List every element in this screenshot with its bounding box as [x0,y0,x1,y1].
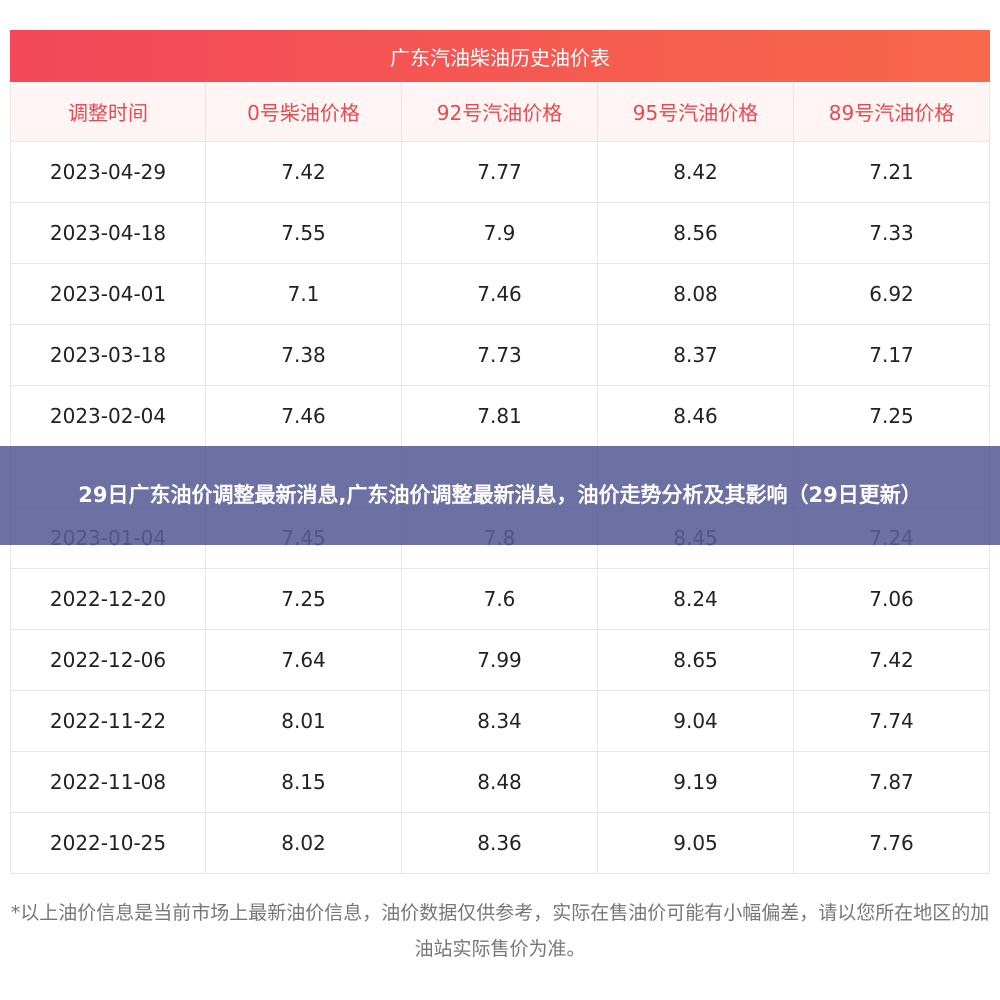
table-cell: 7.87 [794,752,990,813]
table-cell: 8.36 [402,813,598,874]
table-cell: 7.25 [206,569,402,630]
table-cell: 7.46 [402,264,598,325]
table-title: 广东汽油柴油历史油价表 [10,30,990,82]
table-cell: 2023-02-04 [10,386,206,447]
table-cell: 7.74 [794,691,990,752]
header-cell: 95号汽油价格 [598,82,794,142]
table-cell: 2023-04-29 [10,142,206,203]
table-cell: 8.08 [598,264,794,325]
table-cell: 7.17 [794,325,990,386]
table-cell: 8.56 [598,203,794,264]
table-cell: 2022-12-06 [10,630,206,691]
table-cell: 7.64 [206,630,402,691]
table-cell: 7.25 [794,386,990,447]
table-cell: 7.77 [402,142,598,203]
table-cell: 2023-04-18 [10,203,206,264]
table-cell: 7.33 [794,203,990,264]
table-cell: 7.21 [794,142,990,203]
header-cell: 调整时间 [10,82,206,142]
table-cell: 2023-03-18 [10,325,206,386]
table-cell: 6.92 [794,264,990,325]
table-cell: 8.42 [598,142,794,203]
table-cell: 2022-10-25 [10,813,206,874]
table-cell: 7.42 [206,142,402,203]
table-cell: 8.37 [598,325,794,386]
table-cell: 7.99 [402,630,598,691]
table-cell: 8.48 [402,752,598,813]
headline-banner: 29日广东油价调整最新消息,广东油价调整最新消息，油价走势分析及其影响（29日更… [0,446,1000,545]
table-cell: 8.34 [402,691,598,752]
table-cell: 8.01 [206,691,402,752]
table-cell: 9.04 [598,691,794,752]
table-cell: 9.19 [598,752,794,813]
table-cell: 7.81 [402,386,598,447]
table-cell: 2022-12-20 [10,569,206,630]
table-cell: 2022-11-08 [10,752,206,813]
table-cell: 7.55 [206,203,402,264]
table-cell: 2022-11-22 [10,691,206,752]
table-cell: 8.02 [206,813,402,874]
table-cell: 7.42 [794,630,990,691]
footnote: *以上油价信息是当前市场上最新油价信息，油价数据仅供参考，实际在售油价可能有小幅… [10,902,990,960]
table-cell: 7.06 [794,569,990,630]
table-cell: 7.76 [794,813,990,874]
table-cell: 2023-04-01 [10,264,206,325]
table-cell: 7.46 [206,386,402,447]
table-cell: 8.65 [598,630,794,691]
table-cell: 7.9 [402,203,598,264]
table-cell: 7.1 [206,264,402,325]
table-cell: 7.38 [206,325,402,386]
header-cell: 92号汽油价格 [402,82,598,142]
header-cell: 89号汽油价格 [794,82,990,142]
table-cell: 9.05 [598,813,794,874]
table-cell: 7.6 [402,569,598,630]
table-cell: 8.24 [598,569,794,630]
table-cell: 7.73 [402,325,598,386]
header-cell: 0号柴油价格 [206,82,402,142]
table-cell: 8.15 [206,752,402,813]
table-cell: 8.46 [598,386,794,447]
